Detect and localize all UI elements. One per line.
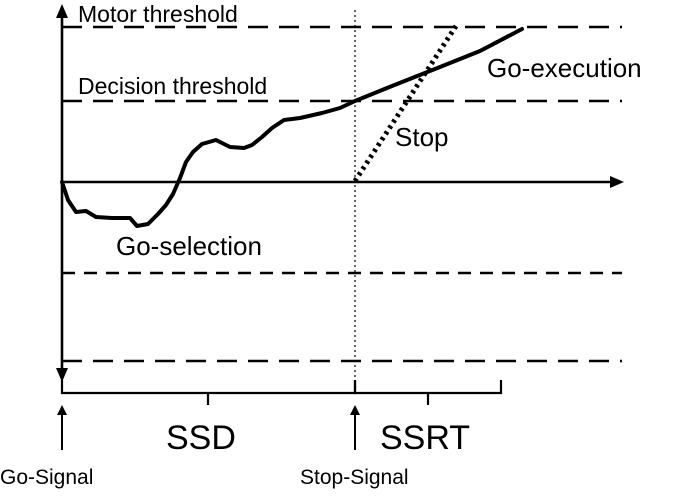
ssrt-label: SSRT xyxy=(380,419,470,457)
motor-threshold-label: Motor threshold xyxy=(78,1,238,27)
stop-signal-label: Stop-Signal xyxy=(300,466,409,489)
ssd-label: SSD xyxy=(166,419,236,457)
stop-process-line xyxy=(352,24,459,183)
y-axis-top-arrowhead xyxy=(56,4,68,18)
x-axis-arrowhead xyxy=(610,176,624,188)
y-axis-bottom-arrowhead xyxy=(56,368,68,382)
decision-threshold-label: Decision threshold xyxy=(78,73,267,99)
ssrt-bracket xyxy=(353,380,503,395)
go-signal-label: Go-Signal xyxy=(0,466,93,489)
ssd-bracket xyxy=(60,380,357,395)
go-process-curve xyxy=(60,27,524,228)
stop-label: Stop xyxy=(395,122,449,152)
go-selection-label: Go-selection xyxy=(116,231,262,261)
go-execution-label: Go-execution xyxy=(487,53,642,83)
